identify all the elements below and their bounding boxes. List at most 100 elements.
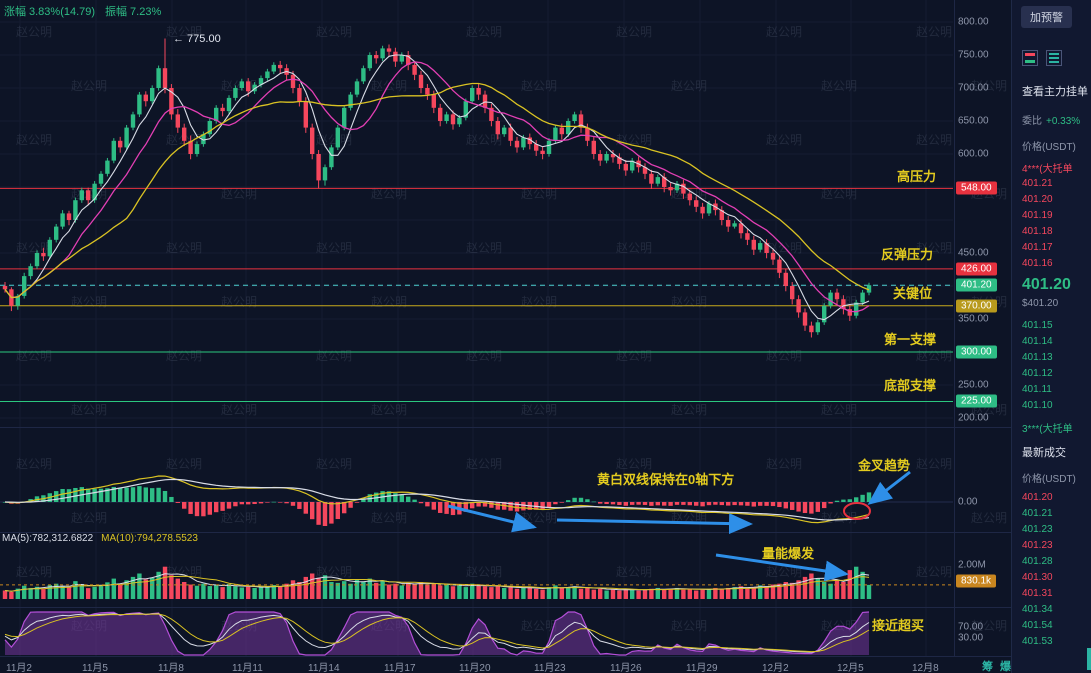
- watermark: 赵公明: [316, 241, 352, 255]
- watermark: 赵公明: [616, 241, 652, 255]
- orderbook-split-view-icon[interactable]: [1046, 50, 1062, 66]
- watermark: 赵公明: [916, 349, 952, 363]
- watermark: 赵公明: [221, 187, 257, 201]
- watermark: 赵公明: [16, 25, 52, 39]
- trade-row: 401.28: [1022, 556, 1053, 567]
- watermark: 赵公明: [521, 187, 557, 201]
- view-main-orders-link[interactable]: 查看主力挂单: [1022, 86, 1088, 98]
- watermark: 赵公明: [316, 133, 352, 147]
- orderbook-combined-view-icon[interactable]: [1022, 50, 1038, 66]
- watermark: 赵公明: [316, 565, 352, 579]
- weibi-label: 委比: [1022, 116, 1042, 127]
- watermark: 赵公明: [971, 403, 1007, 417]
- watermark: 赵公明: [71, 511, 107, 525]
- watermark: 赵公明: [916, 133, 952, 147]
- watermark: 赵公明: [371, 295, 407, 309]
- watermark: 赵公明: [916, 25, 952, 39]
- bid-price-row[interactable]: 401.13: [1022, 352, 1053, 363]
- watermark: 赵公明: [766, 349, 802, 363]
- chip-distribution-tab[interactable]: 筹: [982, 661, 993, 673]
- watermark: 赵公明: [371, 403, 407, 417]
- watermark: 赵公明: [821, 403, 857, 417]
- watermark: 赵公明: [316, 349, 352, 363]
- ask-price-row[interactable]: 401.16: [1022, 258, 1053, 269]
- ask-list: 401.21 401.20 401.19 401.18 401.17 401.16: [1012, 176, 1091, 272]
- trade-row: 401.53: [1022, 636, 1053, 647]
- watermark: 赵公明: [221, 403, 257, 417]
- watermark: 赵公明: [821, 79, 857, 93]
- watermark: 赵公明: [16, 241, 52, 255]
- watermark: 赵公明: [166, 565, 202, 579]
- watermark: 赵公明: [521, 403, 557, 417]
- watermark: 赵公明: [466, 133, 502, 147]
- watermark: 赵公明: [221, 295, 257, 309]
- candlestick-chart[interactable]: 赵公明 赵公明 赵公明 赵公明 赵公明 赵公明 赵公明赵公明 赵公明 赵公明 赵公明 赵公明 赵公明赵…: [0, 0, 1012, 673]
- trade-row: 401.23: [1022, 540, 1053, 551]
- watermark: 赵公明: [16, 457, 52, 471]
- watermark: 赵公明: [766, 565, 802, 579]
- watermark: 赵公明: [916, 457, 952, 471]
- last-price-usd: $401.20: [1022, 298, 1059, 309]
- ask-big-order-alert: 4***(大托单: [1022, 164, 1073, 175]
- watermark: 赵公明: [671, 79, 707, 93]
- watermark: 赵公明: [971, 79, 1007, 93]
- bid-price-row[interactable]: 401.15: [1022, 320, 1053, 331]
- orderbook-view-toggles: [1022, 50, 1062, 66]
- watermark: 赵公明: [671, 619, 707, 633]
- ask-price-row[interactable]: 401.21: [1022, 178, 1053, 189]
- watermark: 赵公明: [766, 457, 802, 471]
- watermark: 赵公明: [671, 295, 707, 309]
- watermark: 赵公明: [71, 295, 107, 309]
- latest-trades-title: 最新成交: [1022, 447, 1066, 459]
- trade-row: 401.31: [1022, 588, 1053, 599]
- watermark: 赵公明: [16, 349, 52, 363]
- ask-price-row[interactable]: 401.19: [1022, 210, 1053, 221]
- weibi-value: +0.33%: [1046, 116, 1081, 127]
- bid-price-row[interactable]: 401.14: [1022, 336, 1053, 347]
- watermark: 赵公明: [316, 25, 352, 39]
- trades-price-header: 价格(USDT): [1022, 474, 1076, 485]
- trade-row: 401.34: [1022, 604, 1053, 615]
- watermark: 赵公明: [521, 619, 557, 633]
- ask-price-row[interactable]: 401.20: [1022, 194, 1053, 205]
- trade-row: 401.21: [1022, 508, 1053, 519]
- trade-row: 401.20: [1022, 492, 1053, 503]
- trades-list: 401.20 401.21 401.23 401.23 401.28 401.30 401.…: [1012, 490, 1091, 650]
- watermark: 赵公明: [616, 25, 652, 39]
- watermark: 赵公明: [466, 25, 502, 39]
- watermark: 赵公明: [766, 25, 802, 39]
- watermark: 赵公明: [16, 133, 52, 147]
- watermark: 赵公明: [466, 241, 502, 255]
- trade-row: 401.30: [1022, 572, 1053, 583]
- watermark: 赵公明: [371, 187, 407, 201]
- weibi-row: 委比 +0.33%: [1022, 112, 1080, 127]
- watermark: 赵公明: [971, 511, 1007, 525]
- trade-row: 401.54: [1022, 620, 1053, 631]
- watermark: 赵公明: [916, 565, 952, 579]
- watermark: 赵公明: [616, 349, 652, 363]
- watermark: 赵公明: [971, 295, 1007, 309]
- watermark: 赵公明: [971, 187, 1007, 201]
- watermark: 赵公明: [166, 349, 202, 363]
- bid-price-row[interactable]: 401.10: [1022, 400, 1053, 411]
- add-alert-button[interactable]: 加预警: [1021, 6, 1072, 28]
- bid-big-order-alert: 3***(大托单: [1022, 424, 1073, 435]
- trade-row: 401.23: [1022, 524, 1053, 535]
- watermark: 赵公明: [466, 349, 502, 363]
- watermark: 赵公明: [466, 565, 502, 579]
- watermark: 赵公明: [466, 457, 502, 471]
- burst-indicator-tab[interactable]: 爆: [1000, 661, 1011, 673]
- bid-price-row[interactable]: 401.12: [1022, 368, 1053, 379]
- watermark: 赵公明: [616, 565, 652, 579]
- scrollbar-thumb[interactable]: [1087, 648, 1091, 670]
- bid-list: 401.15 401.14 401.13 401.12 401.11 401.10: [1012, 318, 1091, 414]
- watermark: 赵公明: [521, 295, 557, 309]
- ask-price-row[interactable]: 401.18: [1022, 226, 1053, 237]
- watermark: 赵公明: [916, 241, 952, 255]
- ask-price-row[interactable]: 401.17: [1022, 242, 1053, 253]
- bid-price-row[interactable]: 401.11: [1022, 384, 1052, 395]
- watermark: 赵公明: [371, 79, 407, 93]
- watermark: 赵公明: [16, 565, 52, 579]
- asks-price-header: 价格(USDT): [1022, 142, 1076, 153]
- watermark: 赵公明: [971, 619, 1007, 633]
